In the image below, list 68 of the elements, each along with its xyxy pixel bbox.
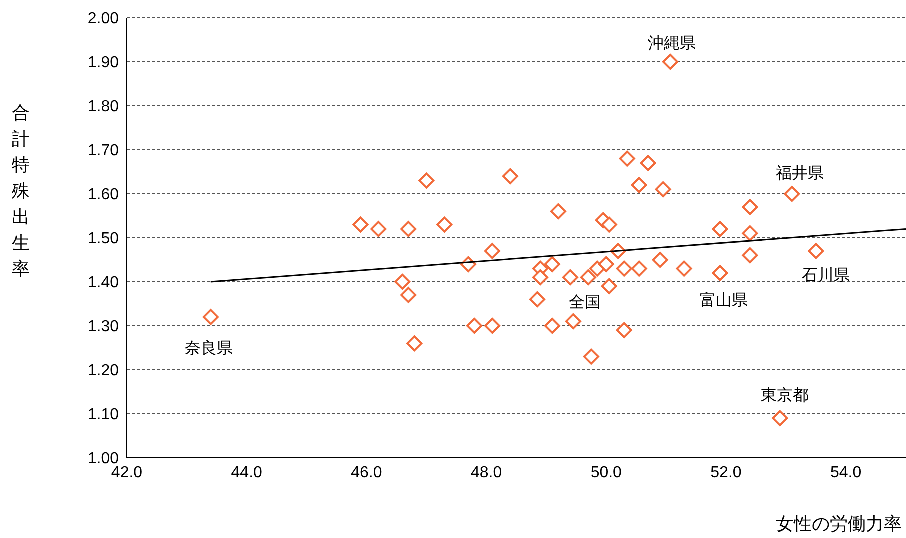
point bbox=[466, 318, 483, 334]
point bbox=[616, 322, 632, 338]
y-tick-label: 1.50 bbox=[88, 230, 120, 248]
point bbox=[742, 199, 758, 216]
point bbox=[652, 252, 668, 268]
point bbox=[712, 221, 728, 238]
point bbox=[394, 274, 411, 290]
annotation: 石川県 bbox=[802, 266, 850, 284]
annotation: 奈良県 bbox=[185, 340, 233, 358]
point bbox=[202, 309, 219, 326]
y-tick-label: 1.80 bbox=[88, 98, 120, 116]
x-tick-label: 48.0 bbox=[470, 464, 502, 482]
y-tick-label: 1.60 bbox=[88, 186, 120, 204]
point bbox=[532, 270, 548, 286]
point bbox=[418, 172, 435, 189]
point bbox=[784, 186, 800, 202]
y-tick-label: 1.90 bbox=[88, 54, 120, 72]
y-axis-title: 合計特殊出生率 bbox=[11, 102, 31, 281]
point bbox=[484, 243, 501, 260]
y-tick-label: 2.00 bbox=[88, 10, 120, 28]
point bbox=[601, 216, 618, 233]
point bbox=[655, 182, 672, 198]
x-tick-label: 54.0 bbox=[830, 464, 862, 482]
point bbox=[583, 348, 600, 365]
point bbox=[662, 54, 678, 70]
x-tick-label: 46.0 bbox=[351, 464, 382, 482]
point bbox=[616, 260, 632, 277]
point bbox=[565, 314, 582, 330]
y-tick-label: 1.20 bbox=[88, 362, 120, 380]
point bbox=[502, 168, 519, 184]
point bbox=[742, 248, 758, 264]
point bbox=[640, 155, 656, 172]
point bbox=[742, 226, 758, 242]
point bbox=[484, 318, 501, 334]
x-tick-label: 52.0 bbox=[710, 464, 742, 482]
annotation: 福井県 bbox=[776, 164, 824, 182]
y-tick-label: 1.10 bbox=[88, 406, 120, 424]
point bbox=[406, 336, 423, 352]
y-tick-label: 1.40 bbox=[88, 274, 120, 292]
point bbox=[370, 221, 387, 238]
annotation: 全国 bbox=[569, 294, 601, 312]
annotation: 沖縄県 bbox=[648, 34, 696, 52]
x-tick-label: 44.0 bbox=[231, 464, 263, 482]
point bbox=[598, 256, 614, 272]
point bbox=[400, 287, 417, 304]
x-tick-label: 50.0 bbox=[590, 464, 622, 482]
annotation: 東京都 bbox=[761, 386, 809, 404]
point bbox=[550, 204, 566, 220]
point bbox=[772, 410, 788, 426]
point bbox=[808, 243, 824, 260]
annotation: 富山県 bbox=[700, 292, 748, 310]
point bbox=[631, 177, 648, 194]
x-axis-title: 女性の労働力率 bbox=[776, 513, 902, 536]
point bbox=[352, 216, 369, 233]
point bbox=[544, 256, 560, 272]
point bbox=[529, 292, 546, 308]
point bbox=[712, 265, 728, 282]
point bbox=[436, 216, 453, 233]
y-tick-label: 1.30 bbox=[88, 318, 120, 336]
point bbox=[400, 221, 417, 238]
point bbox=[619, 150, 636, 167]
point bbox=[562, 270, 578, 286]
point bbox=[676, 260, 692, 277]
point bbox=[601, 278, 618, 294]
point bbox=[544, 318, 560, 334]
y-tick-label: 1.70 bbox=[88, 142, 120, 160]
point bbox=[580, 270, 596, 286]
point bbox=[631, 260, 648, 277]
